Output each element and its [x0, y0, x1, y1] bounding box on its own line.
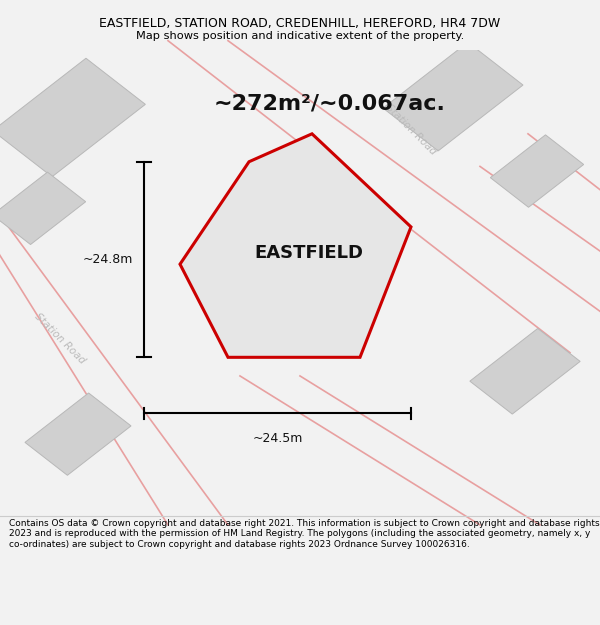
- Text: Station Road: Station Road: [33, 311, 87, 366]
- Polygon shape: [230, 170, 412, 312]
- Text: Map shows position and indicative extent of the property.: Map shows position and indicative extent…: [136, 31, 464, 41]
- Text: EASTFIELD, STATION ROAD, CREDENHILL, HEREFORD, HR4 7DW: EASTFIELD, STATION ROAD, CREDENHILL, HER…: [100, 17, 500, 29]
- Text: ~272m²/~0.067ac.: ~272m²/~0.067ac.: [214, 94, 446, 114]
- Polygon shape: [180, 134, 411, 358]
- Polygon shape: [25, 393, 131, 475]
- Polygon shape: [0, 172, 86, 244]
- Text: ~24.5m: ~24.5m: [253, 432, 302, 445]
- Text: ~24.8m: ~24.8m: [83, 253, 133, 266]
- Polygon shape: [490, 135, 584, 208]
- Polygon shape: [383, 42, 523, 151]
- Polygon shape: [0, 58, 145, 177]
- Text: Contains OS data © Crown copyright and database right 2021. This information is : Contains OS data © Crown copyright and d…: [9, 519, 599, 549]
- Polygon shape: [470, 329, 580, 414]
- Text: Station Road: Station Road: [384, 102, 438, 156]
- Text: EASTFIELD: EASTFIELD: [254, 244, 364, 261]
